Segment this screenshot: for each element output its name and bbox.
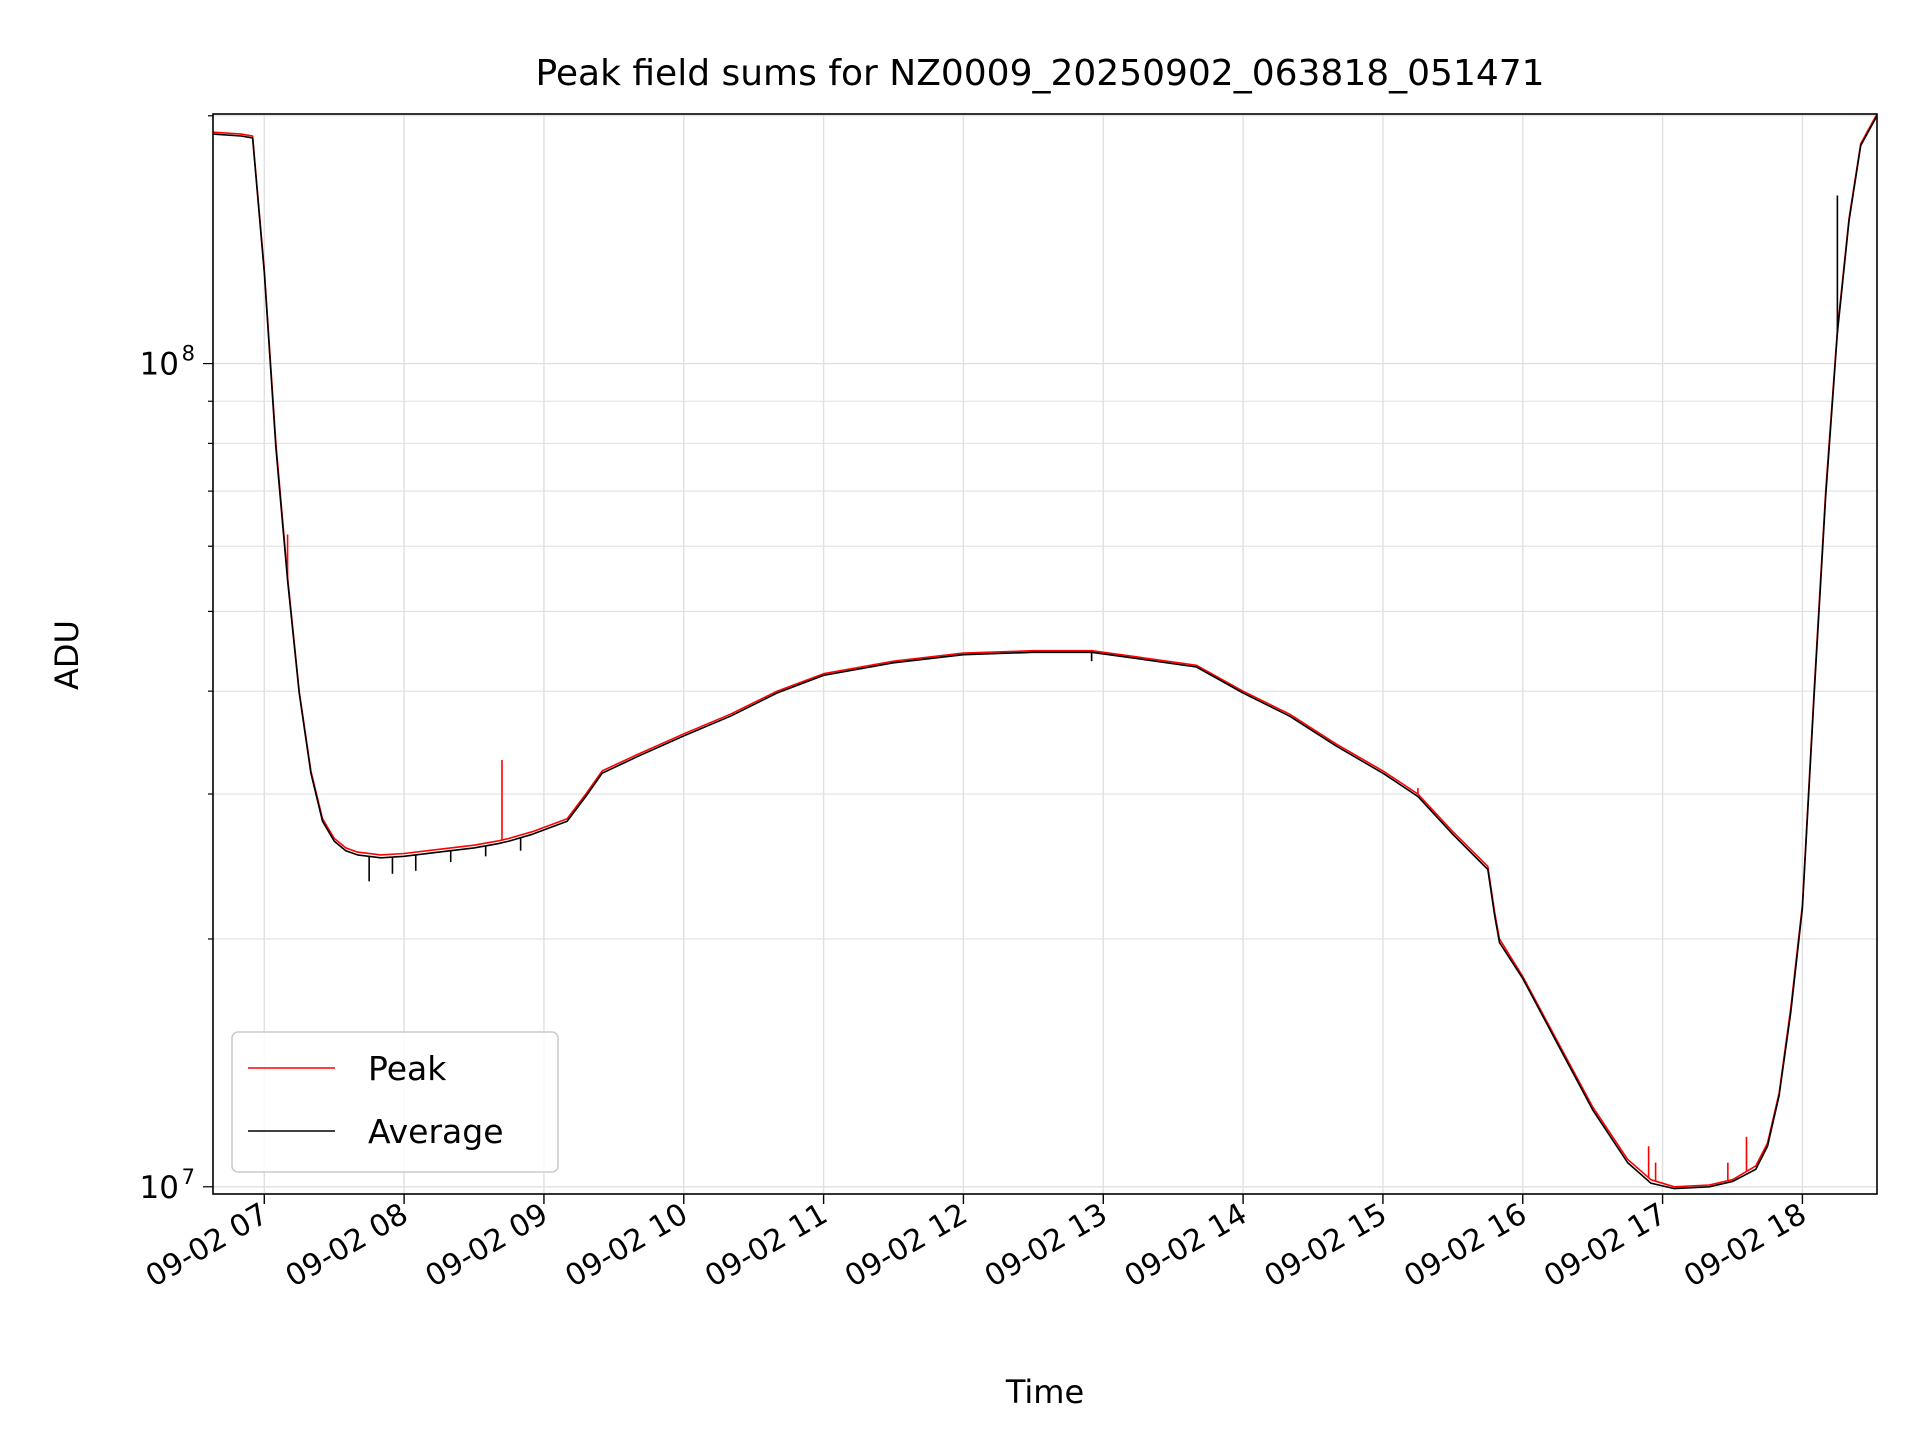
- y-tick-label-exponent: 8: [182, 342, 195, 366]
- y-tick-label-exponent: 7: [182, 1165, 195, 1189]
- legend-peak-label: Peak: [368, 1049, 447, 1088]
- series-line-peak: [213, 114, 1877, 1188]
- legend-average-label: Average: [368, 1112, 504, 1151]
- x-axis-label: Time: [1005, 1373, 1084, 1411]
- plot-frame: [212, 113, 1878, 1195]
- legend: Peak Average: [231, 1031, 559, 1173]
- grid: [213, 114, 1877, 1194]
- series-layer: [213, 114, 1877, 1190]
- y-tick-label: 10: [140, 347, 179, 383]
- chart-title: Peak field sums for NZ0009_20250902_0638…: [535, 53, 1544, 94]
- y-axis-label: ADU: [48, 620, 86, 690]
- legend-box: [231, 1031, 559, 1173]
- y-tick-label: 10: [140, 1170, 179, 1206]
